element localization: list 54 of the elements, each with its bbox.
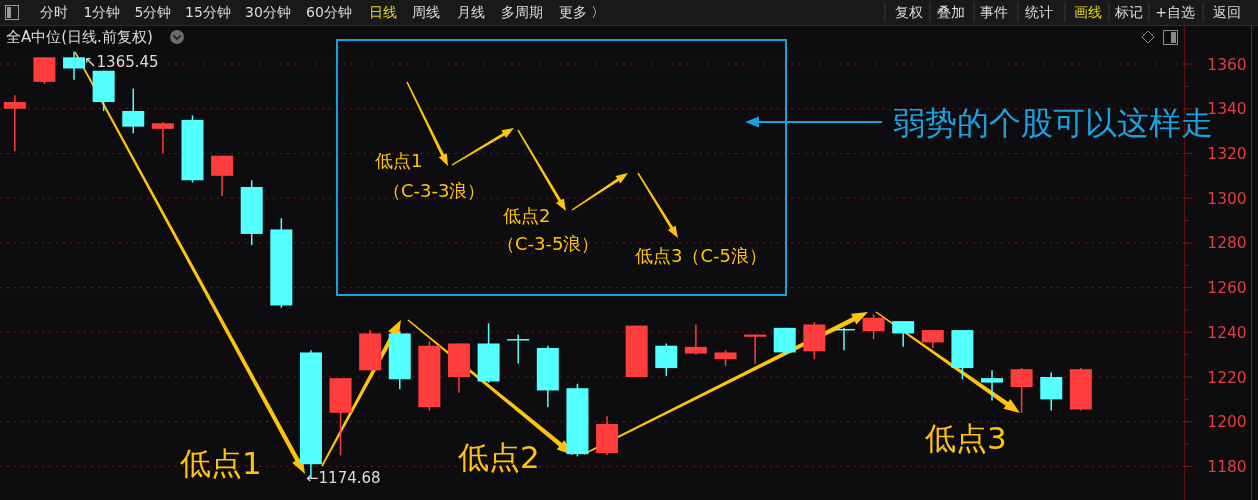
text: 统计 [1025, 4, 1053, 20]
candlestick [3, 94, 26, 152]
y-tick-label: 1180 [1207, 457, 1247, 476]
text: 复权 [895, 4, 923, 20]
candlestick [655, 342, 678, 377]
text: 5分钟 [134, 4, 172, 20]
annotation: 低点1 [375, 150, 423, 171]
annotation: （C-3-3浪） [383, 180, 486, 201]
text: 日线 [369, 4, 397, 20]
y-tick-label: 1300 [1207, 189, 1247, 208]
text: 15分钟 [185, 4, 231, 20]
candlestick [63, 51, 86, 81]
text: 返回 [1213, 4, 1241, 20]
text: +自选 [1155, 4, 1195, 20]
candlestick [684, 323, 707, 356]
y-tick-label: 1340 [1207, 100, 1247, 119]
y-tick-label: 1200 [1207, 413, 1247, 432]
annotation: ←1174.68 [306, 469, 381, 487]
annotation: 低点1 [180, 445, 262, 481]
text: 60分钟 [306, 4, 352, 20]
annotation: 低点2 [458, 439, 540, 475]
text: 分时 [40, 4, 68, 20]
y-tick-label: 1360 [1207, 55, 1247, 74]
y-tick-label: 1240 [1207, 323, 1247, 342]
candlestick [981, 369, 1004, 402]
text: 30分钟 [245, 4, 291, 20]
annotation: （C-3-5浪） [497, 233, 600, 254]
y-tick-label: 1280 [1207, 234, 1247, 253]
annotation: 低点2 [503, 205, 551, 226]
text: 叠加 [937, 4, 965, 20]
text: 标记 [1114, 4, 1143, 20]
candlestick [892, 320, 915, 348]
candlestick [744, 333, 767, 365]
candlestick [122, 87, 145, 135]
text: 周线 [412, 4, 440, 20]
text: 画线 [1074, 4, 1102, 20]
annotation: 低点3 [925, 420, 1007, 456]
y-tick-label: 1220 [1207, 368, 1247, 387]
candlestick [211, 154, 234, 197]
text: 事件 [980, 4, 1008, 20]
candlestick [862, 313, 885, 340]
text: 1分钟 [83, 4, 121, 20]
candlestick [151, 121, 174, 155]
text: 更多 〉 [558, 4, 606, 20]
candlestick [507, 333, 530, 365]
annotation: 低点3（C-5浪） [635, 245, 767, 266]
candlestick [1040, 371, 1063, 412]
y-tick-label: 1260 [1207, 279, 1247, 298]
text: 多周期 [501, 4, 543, 20]
y-tick-label: 1320 [1207, 144, 1247, 163]
text: 月线 [457, 4, 485, 20]
chart-title: 全A中位(日线.前复权) [6, 28, 153, 46]
candlestick [1010, 367, 1033, 414]
annotation: ↖1365.45 [84, 53, 159, 71]
